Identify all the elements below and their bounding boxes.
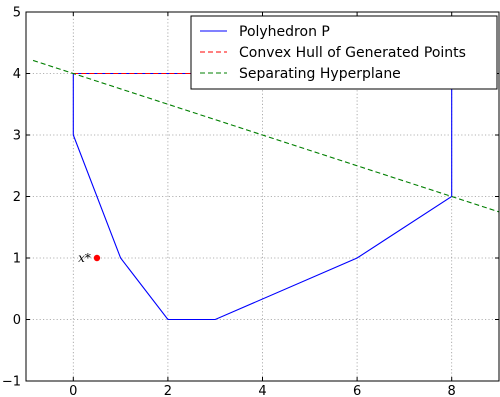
polyhedron-line	[72, 72, 453, 321]
x-star-point	[93, 254, 101, 262]
y-tick-label: 5	[13, 6, 21, 21]
tick-layer: 0 2 4 6 8 −1 0 1 2 3 4 5	[2, 6, 499, 397]
x-tick-label: 6	[353, 384, 361, 397]
legend-entry-polyhedron: Polyhedron P	[200, 24, 330, 40]
legend-label: Polyhedron P	[239, 24, 330, 40]
y-tick-label: 3	[13, 129, 21, 144]
y-tick-label: −1	[2, 375, 21, 390]
legend-box	[190, 15, 498, 90]
point-layer: x*	[78, 251, 101, 265]
x-star-label: x*	[78, 251, 91, 265]
legend-entry-convex-hull: Convex Hull of Generated Points	[200, 45, 466, 61]
y-tick-label: 2	[13, 190, 21, 205]
x-tick-label: 8	[448, 384, 456, 397]
separating-hyperplane-line	[32, 59, 499, 213]
x-tick-label: 2	[164, 384, 172, 397]
legend-label: Separating Hyperplane	[239, 66, 401, 82]
y-tick-label: 4	[13, 67, 21, 82]
x-tick-label: 0	[69, 384, 77, 397]
y-tick-label: 0	[13, 313, 21, 328]
x-tick-label: 4	[258, 384, 266, 397]
legend-entry-hyperplane: Separating Hyperplane	[200, 66, 401, 82]
legend-label: Convex Hull of Generated Points	[239, 45, 466, 61]
legend: Polyhedron P Convex Hull of Generated Poi…	[190, 15, 498, 90]
y-tick-label: 1	[13, 252, 21, 267]
